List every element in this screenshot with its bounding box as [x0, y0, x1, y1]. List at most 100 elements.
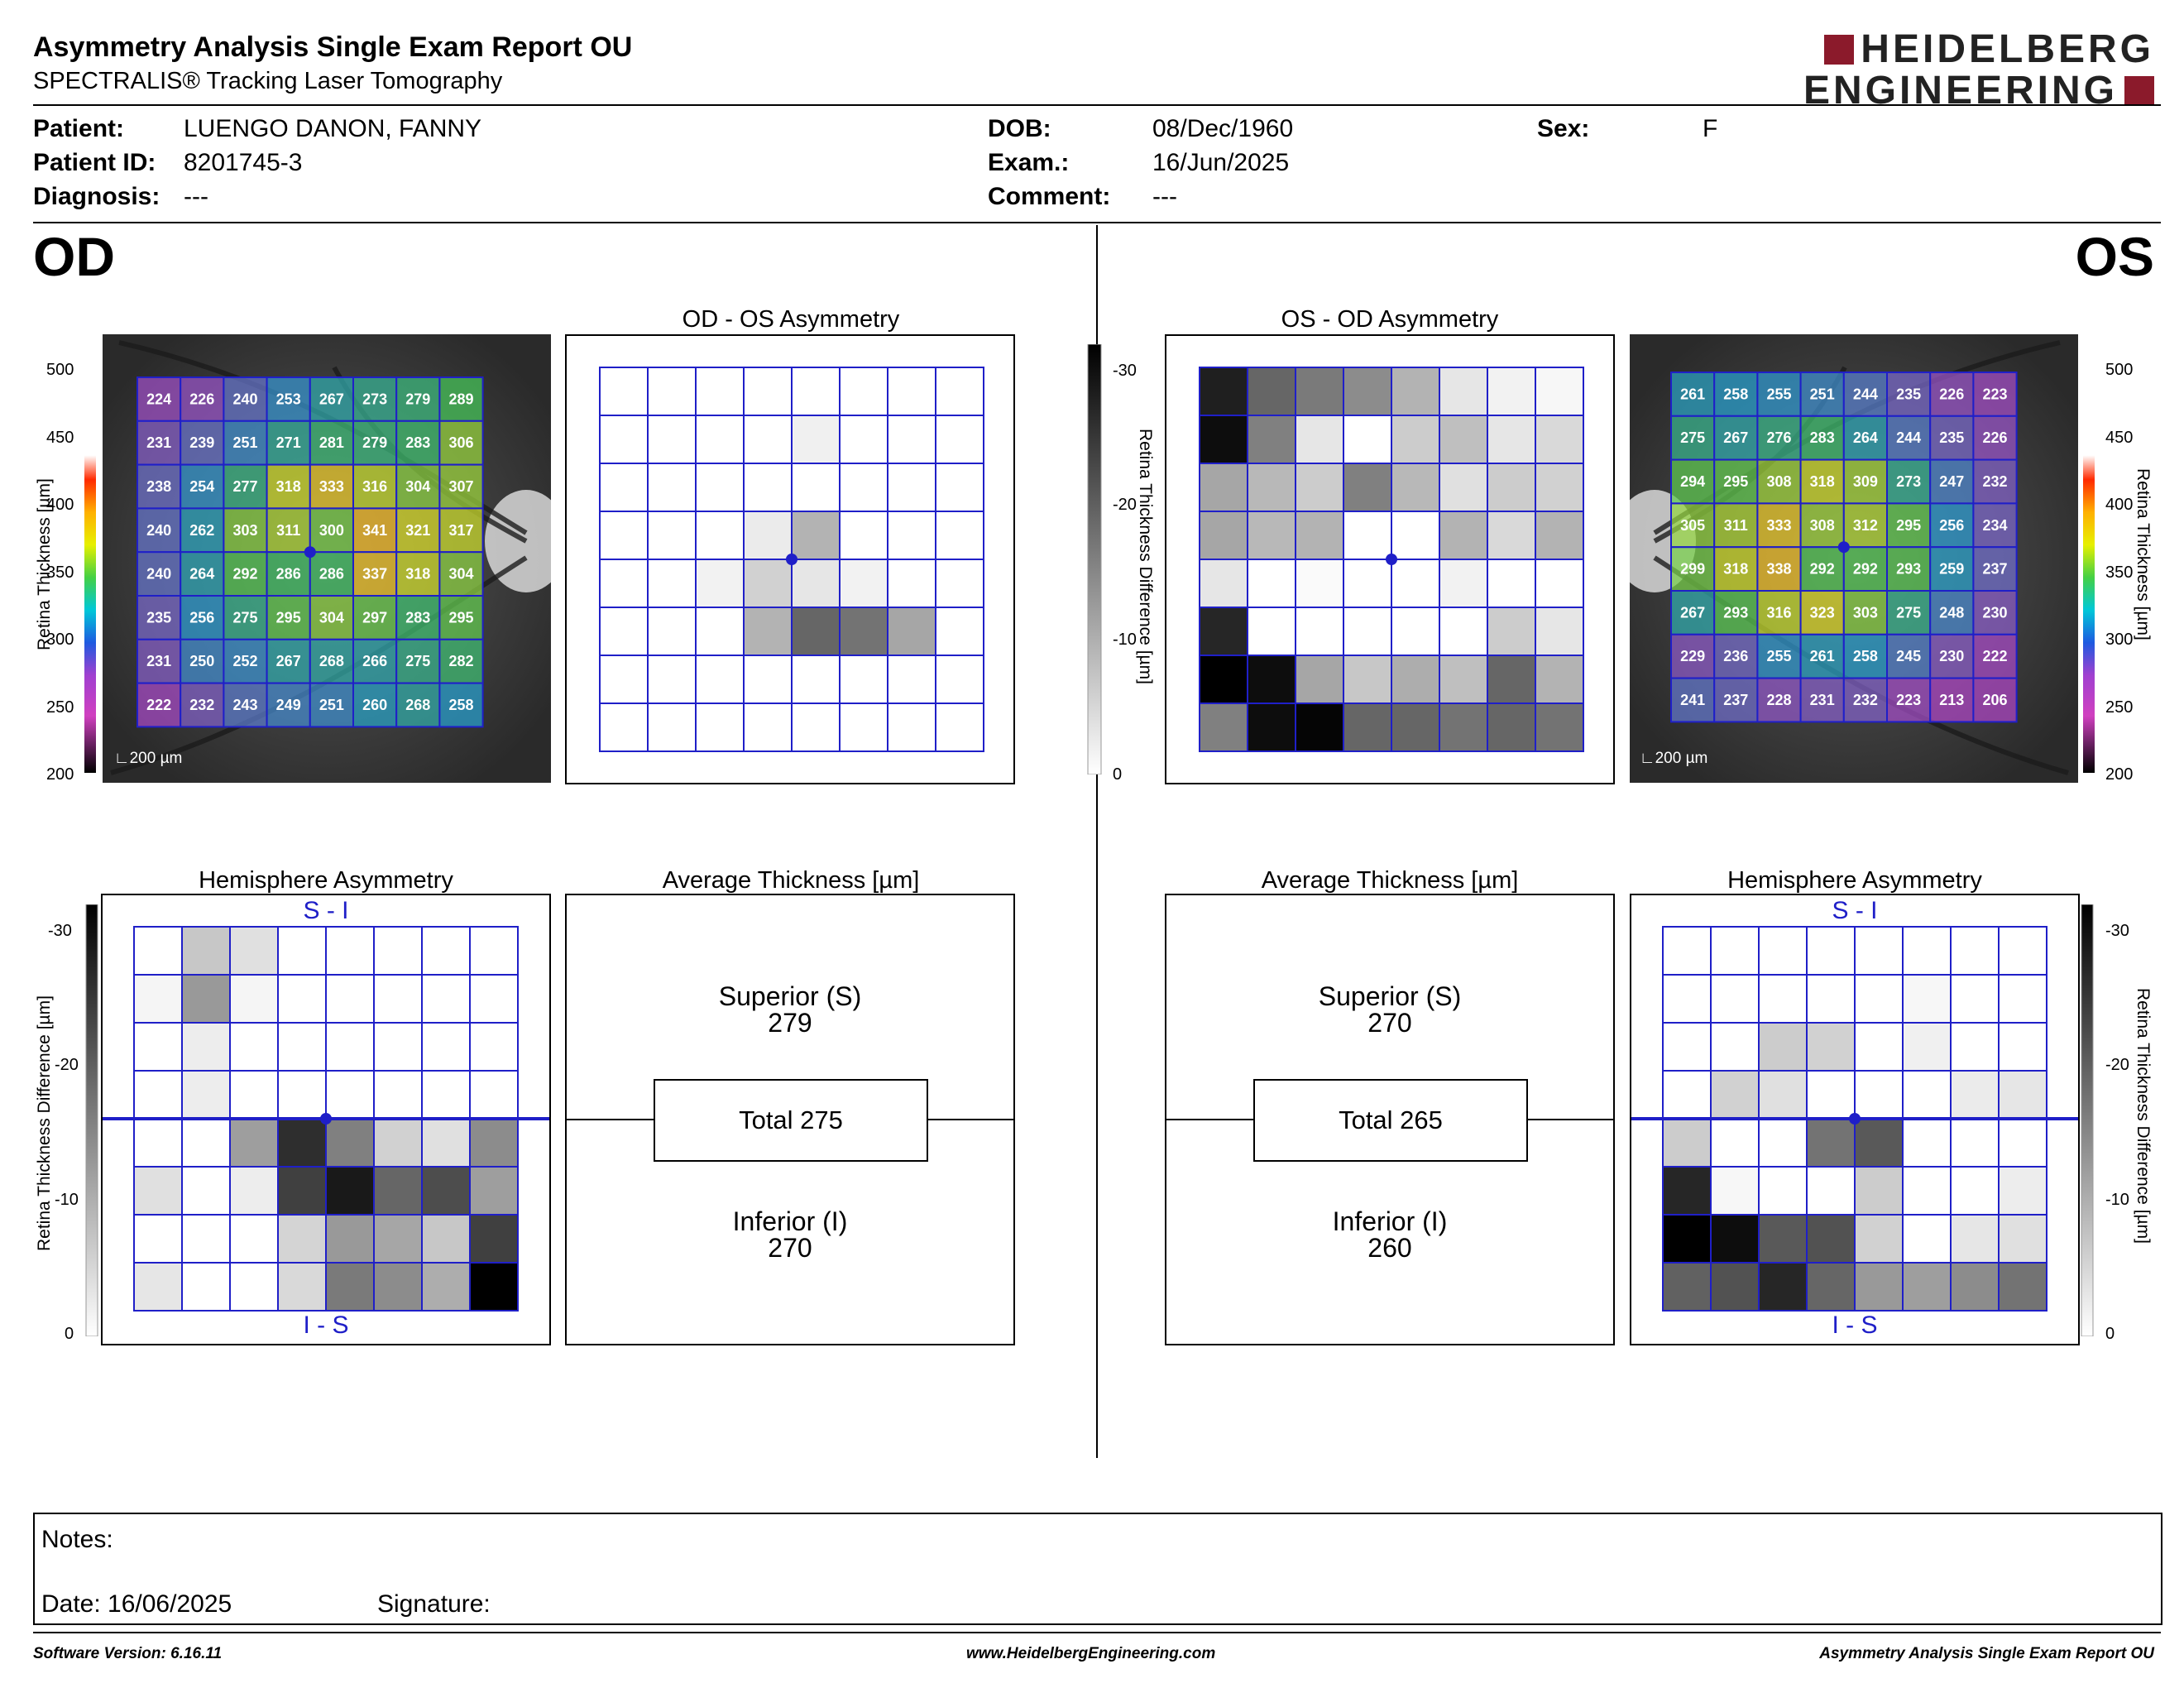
footer-website[interactable]: www.HeidelbergEngineering.com	[966, 1645, 1216, 1662]
os-hemi-cell	[1950, 1262, 2000, 1312]
os-thickness-cell	[1929, 590, 1975, 635]
os-thickness-cell	[1929, 633, 1975, 679]
os-asym-cell	[1247, 511, 1296, 560]
os-thickness-value: 275	[1896, 604, 1921, 621]
os-thickness-value: 236	[1723, 648, 1748, 664]
os-thickness-cell	[1929, 677, 1975, 723]
od-scale-bar: ∟200 µm	[114, 750, 182, 768]
os-thickness-value: 223	[1982, 386, 2007, 402]
od-thickness-value: 239	[189, 434, 214, 451]
od-asym-cell	[839, 559, 888, 608]
os-thickness-cell	[1756, 502, 1802, 549]
od-asym-cell	[935, 415, 984, 464]
od-hemi-cell	[277, 1166, 327, 1216]
od-thickness-value: 333	[319, 478, 344, 495]
os-hemi-cell	[1758, 1118, 1808, 1168]
os-thickness-value: 222	[1982, 648, 2007, 664]
os-thickness-value: 267	[1723, 429, 1748, 446]
od-hemi-cell	[325, 1022, 375, 1072]
os-asym-cell	[1199, 511, 1248, 560]
os-thickness-value: 267	[1680, 604, 1705, 621]
os-hemi-cell	[1710, 1214, 1760, 1264]
od-thickness-value: 251	[319, 697, 344, 713]
od-thickness-value: 318	[276, 478, 301, 495]
os-asym-cell	[1391, 415, 1440, 464]
od-thickness-value: 240	[232, 391, 257, 407]
od-asym-cell	[599, 415, 649, 464]
os-total-box: Total 265	[1253, 1079, 1528, 1162]
logo-heidelberg: HEIDELBERG	[1824, 26, 2154, 72]
od-hemi-cell	[277, 1070, 327, 1120]
os-thickness-value: 213	[1939, 692, 1964, 708]
patient-id-value: 8201745-3	[184, 149, 303, 176]
os-asym-cell	[1391, 463, 1440, 512]
od-superior-value: 279	[768, 1008, 812, 1038]
os-hemi-tick-0: 0	[2105, 1325, 2115, 1343]
od-thickness-value: 232	[189, 697, 214, 713]
os-tick-250: 250	[2105, 698, 2134, 717]
os-thickness-cell	[1713, 546, 1759, 592]
od-thickness-cell	[309, 638, 355, 684]
od-thickness-value: 264	[189, 566, 214, 583]
os-hemi-cell	[1854, 1214, 1904, 1264]
od-thickness-cell	[438, 682, 484, 728]
od-hemi-cell	[133, 1022, 183, 1072]
od-asym-cell	[839, 607, 888, 656]
os-asym-cell	[1439, 415, 1488, 464]
center-tick-0: 0	[1113, 765, 1123, 784]
os-thickness-cell	[1670, 590, 1716, 635]
od-thickness-value: 249	[276, 697, 301, 713]
od-thickness-cell	[223, 682, 268, 728]
od-thickness-value: 271	[276, 434, 301, 451]
os-total-value: Total 265	[1339, 1105, 1443, 1134]
os-hemi-cell	[1950, 926, 2000, 976]
os-asym-cell	[1535, 367, 1584, 416]
os-hemi-cell	[1950, 1214, 2000, 1264]
os-hemi-cell	[1998, 926, 2048, 976]
od-thickness-cell	[438, 376, 484, 422]
od-thickness-value: 258	[448, 697, 473, 713]
od-thickness-cell	[180, 682, 225, 728]
od-hemi-cell	[421, 1070, 471, 1120]
od-asym-cell	[791, 367, 841, 416]
os-asym-cell	[1487, 463, 1536, 512]
od-thickness-value: 231	[146, 653, 171, 669]
dob-label: DOB:	[988, 115, 1051, 142]
od-hemi-cell	[277, 974, 327, 1024]
od-thickness-value: 295	[448, 609, 473, 626]
os-thickness-value: 223	[1896, 692, 1921, 708]
od-hemi-cell	[277, 1118, 327, 1168]
os-asym-cell	[1535, 415, 1584, 464]
os-asym-cell	[1535, 511, 1584, 560]
od-hemi-cell	[133, 1118, 183, 1168]
od-asym-cell	[695, 655, 745, 704]
od-hemi-cell	[181, 1166, 231, 1216]
os-thickness-value: 292	[1810, 561, 1835, 578]
od-hemi-cell	[181, 1070, 231, 1120]
os-thickness-value: 232	[1853, 692, 1878, 708]
os-hemi-cell	[1806, 1118, 1856, 1168]
os-asym-cell	[1343, 655, 1392, 704]
os-thickness-value: 258	[1853, 648, 1878, 664]
od-hemi-cell	[469, 1070, 519, 1120]
od-tick-300: 300	[46, 631, 74, 649]
od-thickness-value: 316	[362, 478, 387, 495]
exam-label: Exam.:	[988, 149, 1070, 176]
od-thickness-value: 240	[146, 566, 171, 583]
os-thickness-value: 294	[1680, 473, 1705, 490]
od-superior-label: Superior (S)	[718, 981, 862, 1011]
od-hemi-cell	[469, 974, 519, 1024]
notes-box[interactable]: Notes: Date: 16/06/2025 Signature:	[33, 1513, 2162, 1625]
os-hemi-cell	[1854, 926, 1904, 976]
od-asym-cell	[935, 703, 984, 752]
os-thickness-value: 292	[1853, 561, 1878, 578]
od-asym-cell	[599, 607, 649, 656]
os-asym-cell	[1439, 367, 1488, 416]
os-hemi-cell	[1662, 1214, 1712, 1264]
od-hemi-cell	[133, 1166, 183, 1216]
colorbar-gradient	[84, 366, 96, 773]
od-asym-cell	[647, 703, 697, 752]
os-asym-cell	[1343, 703, 1392, 752]
os-hemi-tick-20: -20	[2105, 1056, 2129, 1074]
od-hemi-cell	[277, 1262, 327, 1312]
